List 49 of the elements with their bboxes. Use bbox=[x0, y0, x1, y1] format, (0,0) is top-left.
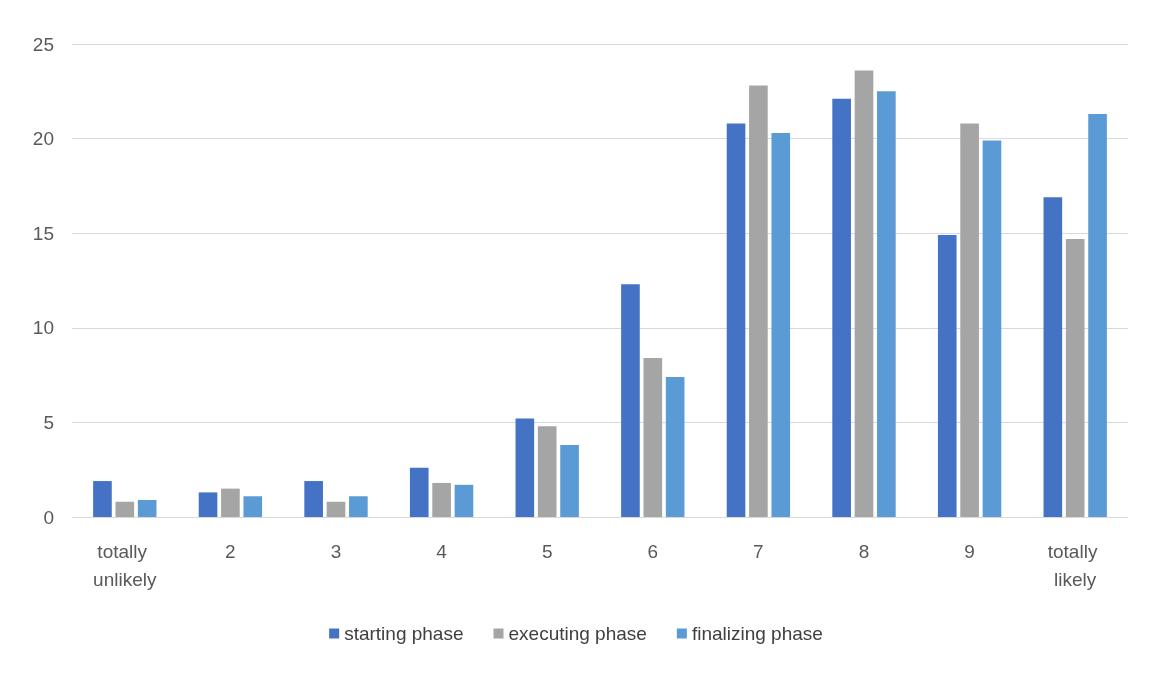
legend-label: executing phase bbox=[508, 623, 647, 644]
x-tick-label: 2 bbox=[225, 540, 236, 562]
y-tick-label: 25 bbox=[32, 33, 54, 55]
bar bbox=[221, 488, 240, 517]
bar bbox=[877, 91, 896, 517]
bar bbox=[832, 98, 851, 517]
legend-label: starting phase bbox=[344, 623, 464, 644]
bar bbox=[749, 85, 768, 517]
bar bbox=[643, 358, 663, 517]
bar bbox=[1088, 114, 1107, 517]
bar bbox=[93, 481, 112, 517]
x-tick-label: 4 bbox=[436, 540, 448, 562]
x-tick-label: 6 bbox=[647, 540, 659, 562]
bar bbox=[198, 492, 218, 517]
legend-label: finalizing phase bbox=[691, 623, 823, 644]
bar bbox=[537, 426, 557, 517]
bar bbox=[665, 376, 685, 517]
bar bbox=[771, 132, 791, 517]
x-tick-label: totally likely bbox=[1047, 540, 1103, 590]
bar bbox=[621, 284, 640, 517]
x-tick-label: 9 bbox=[964, 540, 975, 562]
bar bbox=[937, 235, 957, 517]
bar bbox=[432, 482, 451, 517]
bar bbox=[349, 496, 368, 517]
y-tick-label: 10 bbox=[32, 317, 54, 339]
bar bbox=[326, 501, 346, 517]
bar bbox=[1043, 197, 1063, 517]
bar bbox=[515, 418, 535, 517]
x-tick-label: 5 bbox=[541, 540, 553, 562]
bar bbox=[304, 481, 323, 517]
bar bbox=[726, 123, 746, 517]
y-tick-label: 15 bbox=[32, 222, 54, 244]
y-tick-label: 5 bbox=[43, 411, 54, 433]
bar bbox=[454, 484, 474, 517]
x-tick-label: 8 bbox=[858, 540, 870, 562]
y-tick-label: 20 bbox=[32, 128, 54, 150]
bar bbox=[115, 501, 135, 517]
bar bbox=[1065, 238, 1085, 517]
bar bbox=[982, 140, 1002, 517]
x-tick-label: 3 bbox=[330, 540, 342, 562]
bar bbox=[560, 445, 579, 517]
bar bbox=[409, 467, 429, 517]
bar bbox=[137, 499, 157, 517]
bar bbox=[243, 496, 263, 517]
bar bbox=[960, 123, 979, 517]
x-tick-label: 7 bbox=[753, 540, 764, 562]
bar bbox=[854, 70, 874, 517]
x-tick-label: totally unlikely bbox=[93, 540, 157, 590]
y-tick-label: 0 bbox=[43, 506, 54, 528]
